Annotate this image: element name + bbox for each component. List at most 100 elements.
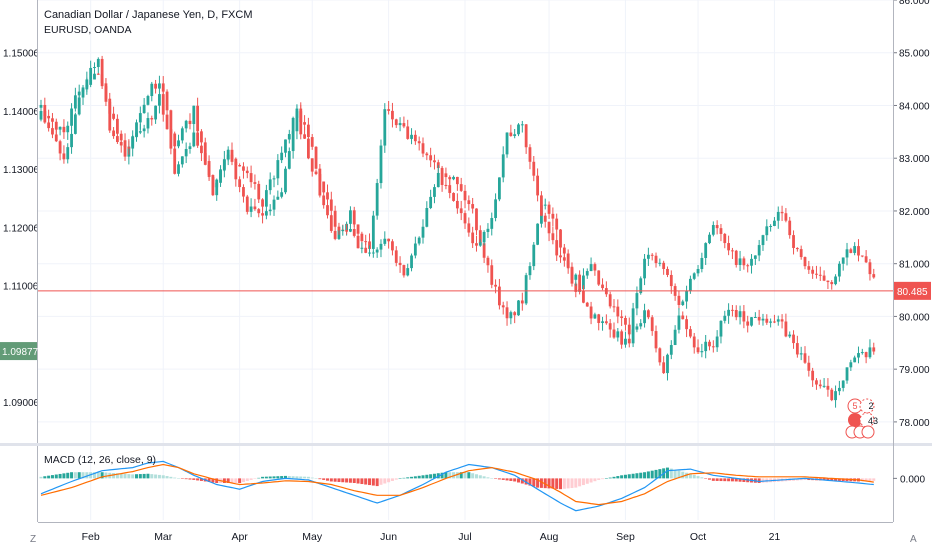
macd-histogram-bar <box>241 478 245 482</box>
candle-body-eurusd <box>47 122 51 129</box>
candle-body-eurusd <box>261 199 264 207</box>
compare-symbol[interactable]: EURUSD, OANDA <box>44 24 132 36</box>
macd-histogram-bar <box>115 473 119 479</box>
candle-body-eurusd <box>765 318 769 323</box>
macd-pane[interactable] <box>38 446 893 520</box>
candle-body-cadjpy <box>234 161 238 180</box>
left-price-scale[interactable]: 1.15000 1.14000 1.13000 1.12000 1.11000 1.090… <box>0 0 40 522</box>
macd-histogram-bar <box>486 477 490 479</box>
candle-body-cadjpy <box>379 145 383 184</box>
event-badge-icon[interactable] <box>859 398 875 414</box>
candle-body-eurusd <box>788 334 792 337</box>
candle-body-cadjpy <box>356 224 360 234</box>
candle-body-eurusd <box>555 240 559 256</box>
timezone-toggle[interactable]: Z <box>30 534 37 545</box>
macd-histogram-bar <box>826 478 830 481</box>
right-price-scale[interactable]: 86.000 85.000 84.000 83.000 82.000 81.000 80.0… <box>893 0 932 522</box>
macd-histogram-bar <box>348 478 352 483</box>
macd-legend[interactable]: MACD (12, 26, close, 9) <box>44 454 157 466</box>
macd-histogram-bar <box>432 473 436 479</box>
candle-body-eurusd <box>142 128 146 132</box>
symbol-title[interactable]: Canadian Dollar / Japanese Yen, D, FXCM <box>44 9 253 21</box>
candle-body-cadjpy <box>498 286 501 306</box>
candle-body-eurusd <box>318 168 322 182</box>
event-badge-icon[interactable] <box>861 425 875 439</box>
candle-body-eurusd <box>826 385 830 390</box>
candle-body-cadjpy <box>54 121 58 130</box>
compare-tick-label: 1.15000 <box>3 48 38 59</box>
candle-body-eurusd <box>226 154 230 160</box>
macd-histogram-bar <box>306 476 310 479</box>
macd-histogram-bar <box>692 474 696 479</box>
macd-histogram-bar <box>658 469 662 479</box>
candle-body-eurusd <box>475 243 478 246</box>
candle-body-cadjpy <box>394 119 398 126</box>
compare-tick-label: 1.13000 <box>3 165 38 176</box>
candle-body-eurusd <box>276 160 280 179</box>
candle-body-cadjpy <box>142 104 146 114</box>
candle-body-cadjpy <box>669 274 673 287</box>
macd-histogram-bar <box>280 476 284 479</box>
macd-histogram-bar <box>261 476 265 479</box>
price-tick-label: 80.000 <box>899 312 930 323</box>
macd-histogram-bar <box>341 478 345 483</box>
candle-body-cadjpy <box>837 263 841 277</box>
macd-histogram-bar <box>230 478 234 483</box>
macd-histogram-bar <box>81 472 85 479</box>
compare-last-label: 1.09877 <box>2 347 38 358</box>
time-scale[interactable]: Feb Mar Apr May Jun Jul Aug Sep Oct 21 <box>0 522 932 550</box>
macd-histogram-bar <box>864 478 868 482</box>
macd-histogram-bar <box>704 478 708 479</box>
candle-body-cadjpy <box>177 140 180 147</box>
candle-body-eurusd <box>482 231 486 243</box>
candle-body-cadjpy <box>513 312 517 316</box>
macd-histogram-bar <box>665 467 669 479</box>
macd-histogram-bar <box>711 478 715 481</box>
macd-histogram-bar <box>509 478 513 481</box>
candle-body-eurusd <box>753 317 757 319</box>
macd-line <box>40 460 874 512</box>
macd-histogram-bar <box>677 470 681 479</box>
macd-histogram-bar <box>715 478 719 481</box>
candle-body-cadjpy <box>589 264 593 272</box>
macd-histogram-bar <box>188 478 192 480</box>
pane-separator[interactable] <box>0 443 932 446</box>
candle-body-eurusd <box>872 347 876 352</box>
candle-body-eurusd <box>161 94 165 115</box>
time-tick-label: 21 <box>769 531 781 543</box>
candle-body-cadjpy <box>112 130 115 137</box>
candle-body-eurusd <box>413 243 417 256</box>
candle-body-eurusd <box>268 179 272 191</box>
macd-histogram-bar <box>444 472 448 479</box>
candle-body-cadjpy <box>723 233 727 244</box>
candle-body-eurusd <box>452 192 455 201</box>
main-chart-pane[interactable] <box>38 0 893 443</box>
auto-scale-toggle[interactable]: A <box>910 534 917 545</box>
macd-histogram-bar <box>77 472 81 479</box>
macd-histogram-bar <box>440 472 444 479</box>
event-badge-icon[interactable] <box>848 413 862 427</box>
candle-body-eurusd <box>104 83 108 99</box>
candle-body-eurusd <box>310 137 314 147</box>
candle-body-cadjpy <box>39 111 43 120</box>
candle-body-cadjpy <box>746 265 750 267</box>
candle-body-cadjpy <box>872 274 876 278</box>
event-badges[interactable]: 5 2 43 <box>843 394 883 444</box>
candle-body-eurusd <box>841 380 845 388</box>
candle-body-cadjpy <box>123 145 127 157</box>
candle-body-cadjpy <box>165 91 169 111</box>
candle-body-cadjpy <box>627 324 631 335</box>
candle-body-cadjpy <box>93 67 96 69</box>
badge-count-5: 5 <box>852 401 857 411</box>
candle-body-cadjpy <box>307 138 310 159</box>
macd-histogram-bar <box>601 478 605 480</box>
candle-body-eurusd <box>406 268 410 276</box>
candle-body-eurusd <box>692 336 696 348</box>
candle-body-eurusd <box>559 255 562 258</box>
candle-body-cadjpy <box>689 278 692 291</box>
candle-body-cadjpy <box>280 192 284 197</box>
event-badge-icon[interactable] <box>859 412 875 428</box>
price-tick-label: 81.000 <box>899 260 930 271</box>
candle-body-cadjpy <box>387 109 391 111</box>
macd-histogram-bar <box>165 476 169 479</box>
